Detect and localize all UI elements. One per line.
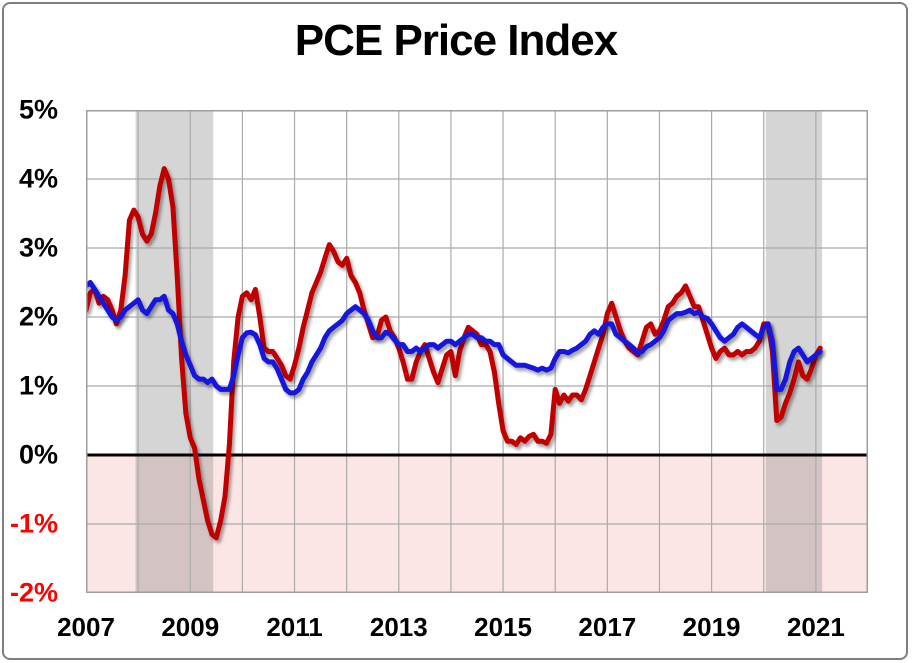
- chart-title: PCE Price Index: [294, 16, 618, 65]
- red-line-headline-pce: [86, 166, 823, 541]
- plot-border: [86, 110, 868, 593]
- x-tick-label: 2007: [57, 612, 115, 642]
- x-tick-label: 2009: [161, 612, 220, 642]
- recession-band: [135, 110, 214, 593]
- y-tick-label: 4%: [18, 163, 58, 194]
- x-tick-label: 2013: [369, 612, 428, 642]
- x-tick-label: 2015: [474, 612, 532, 642]
- plot-area: [86, 110, 868, 593]
- x-tick-label: 2011: [266, 612, 323, 642]
- x-tick-label: 2021: [786, 612, 845, 642]
- y-tick-label: 2%: [18, 301, 58, 332]
- y-tick-label: 3%: [18, 232, 58, 263]
- y-tick-label: 1%: [18, 370, 58, 401]
- y-tick-label: -2%: [9, 577, 58, 608]
- y-tick-label: 5%: [18, 94, 58, 125]
- x-tick-label: 2017: [578, 612, 637, 642]
- y-tick-label: 0%: [18, 439, 58, 470]
- x-tick-label: 2019: [682, 612, 741, 642]
- blue-line-core-pce: [86, 280, 823, 396]
- y-tick-label: -1%: [9, 508, 58, 539]
